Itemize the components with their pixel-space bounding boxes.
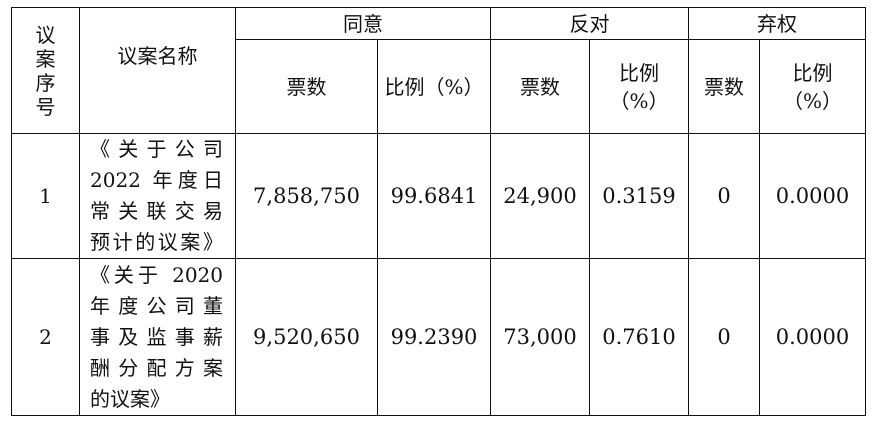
oppose-ratio-cell: 0.7610 [589,258,689,416]
ratio-unit: （%） [782,88,842,113]
name-line: 的议案》 [90,386,170,411]
name-line: 2022 年度日 [90,168,223,192]
ratio-label: 比例 [619,60,659,85]
header-row-1: 议 案 序 号 议案名称 同意 反对 弃权 [11,7,866,134]
agree-ratio-cell: 99.6841 [377,133,491,259]
header-oppose-votes: 票数 [490,39,590,134]
header-oppose-ratio: 比例 （%） [589,39,689,134]
header-oppose: 反对 [490,7,689,40]
header-agree: 同意 [235,7,491,40]
agree-votes-cell: 9,520,650 [235,258,378,416]
name-line: 事及监事薪 [90,324,223,349]
header-seq: 议 案 序 号 [11,7,80,134]
abstain-ratio-cell: 0.0000 [759,133,866,259]
header-agree-votes: 票数 [235,39,378,134]
name-line: 预计的议案》 [90,230,223,254]
header-agree-ratio: 比例（%） [377,39,491,134]
header-seq-char: 案 [35,46,56,71]
header-name: 议案名称 [79,7,236,134]
header-seq-char: 序 [35,70,56,95]
name-line: 年度公司董 [90,293,223,318]
header-seq-char: 议 [35,22,56,47]
table-row: 2 《关于 2020 年度公司董 事及监事薪 酬分配方案 的议案》 9,520,… [11,258,866,416]
abstain-votes-cell: 0 [688,133,760,259]
abstain-ratio-cell: 0.0000 [759,258,866,416]
name-line: 《关于公司 [90,137,223,161]
header-abstain-ratio: 比例 （%） [759,39,866,134]
proposal-name-cell: 《关于公司 2022 年度日 常关联交易 预计的议案》 [79,133,236,259]
proposal-name-cell: 《关于 2020 年度公司董 事及监事薪 酬分配方案 的议案》 [79,258,236,416]
agree-ratio-cell: 99.2390 [377,258,491,416]
seq-cell: 1 [11,133,80,259]
abstain-votes-cell: 0 [688,258,760,416]
agree-votes-cell: 7,858,750 [235,133,378,259]
oppose-ratio-cell: 0.3159 [589,133,689,259]
oppose-votes-cell: 24,900 [490,133,590,259]
seq-cell: 2 [11,258,80,416]
name-line: 常关联交易 [90,199,223,223]
header-abstain: 弃权 [688,7,866,40]
name-line: 酬分配方案 [90,355,223,380]
header-abstain-votes: 票数 [688,39,760,134]
header-seq-char: 号 [35,94,56,119]
ratio-unit: （%） [609,88,669,113]
name-line: 《关于 2020 [90,262,223,287]
oppose-votes-cell: 73,000 [490,258,590,416]
ratio-label: 比例 [792,60,833,85]
table-row: 1 《关于公司 2022 年度日 常关联交易 预计的议案》 7,858,750 … [11,133,866,259]
voting-results-table: 议 案 序 号 议案名称 同意 反对 弃权 票数 比例（%） 票数 比例 （%）… [11,7,866,416]
